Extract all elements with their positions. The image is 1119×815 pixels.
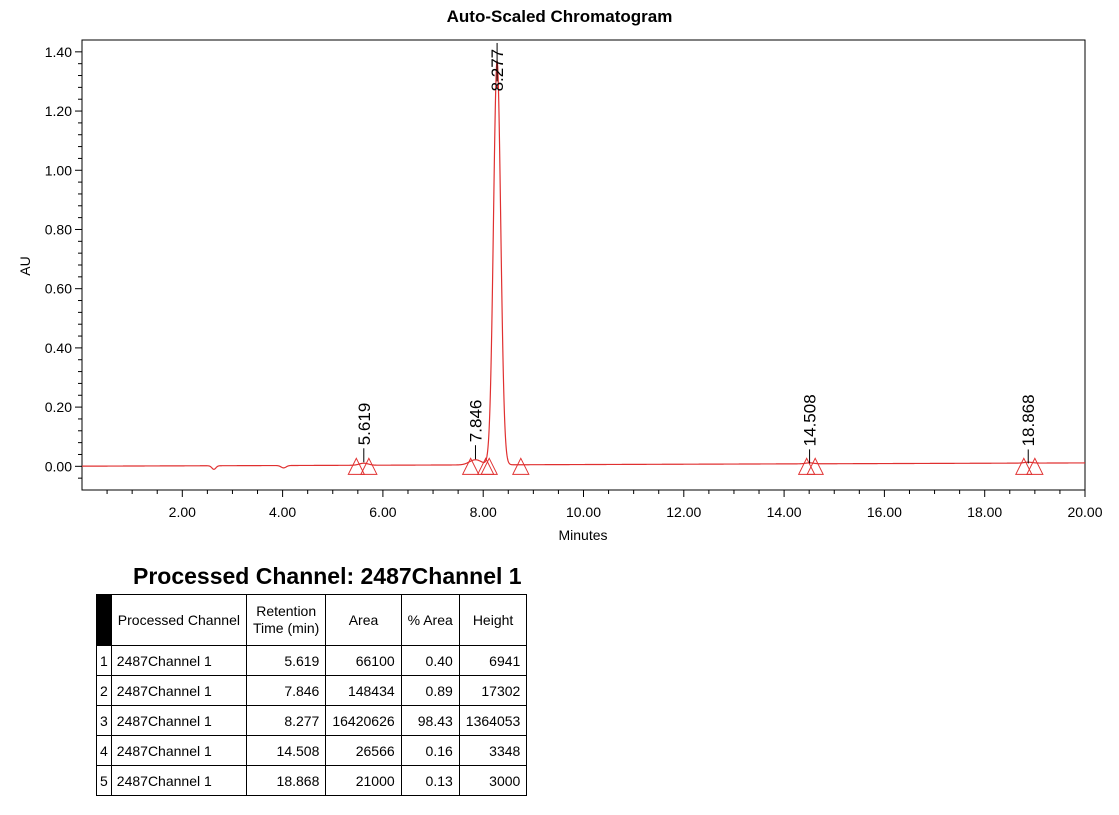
baseline-marker: [347, 457, 366, 475]
row-height: 17302: [458, 675, 528, 706]
table-header-row: Processed Channel Retention Time (min) A…: [96, 594, 528, 646]
y-tick-label: 0.40: [45, 340, 72, 356]
row-percent-area: 0.40: [400, 645, 460, 676]
row-percent-area: 0.89: [400, 675, 460, 706]
axes-layer: 2.00 4.00 6.00 8.00 10.00 12.00 14.00 16.00 18.0…: [45, 39, 1103, 520]
row-percent-area: 0.13: [400, 765, 460, 796]
table-row: 2 2487Channel 1 7.846 148434 0.89 17302: [96, 675, 528, 706]
row-area: 26566: [325, 735, 402, 766]
x-tick-label: 20.00: [1067, 504, 1102, 520]
table-row: 1 2487Channel 1 5.619 66100 0.40 6941: [96, 645, 528, 676]
row-index: 3: [96, 705, 112, 736]
x-tick-label: 12.00: [666, 504, 701, 520]
trace-layer: [82, 60, 1085, 470]
chart-title: Auto-Scaled Chromatogram: [446, 7, 673, 26]
y-tick-label: 1.20: [45, 103, 72, 119]
y-tick-label: 0.80: [45, 221, 72, 237]
row-height: 1364053: [458, 705, 528, 736]
table-title: Processed Channel: 2487Channel 1: [133, 563, 522, 589]
row-retention-time: 5.619: [245, 645, 327, 676]
y-tick-label: 0.00: [45, 458, 72, 474]
baseline-marker: [461, 457, 480, 475]
row-channel: 2487Channel 1: [110, 675, 247, 706]
row-height: 3000: [458, 765, 528, 796]
row-percent-area: 0.16: [400, 735, 460, 766]
baseline-marker: [480, 457, 499, 475]
chromatogram-trace: [82, 60, 1085, 470]
results-table: Processed Channel Retention Time (min) A…: [96, 594, 528, 796]
x-tick-label: 8.00: [470, 504, 497, 520]
x-tick-label: 14.00: [767, 504, 802, 520]
row-area: 66100: [325, 645, 402, 676]
row-index: 2: [96, 675, 112, 706]
baseline-marker: [360, 457, 378, 475]
y-tick-label: 0.20: [45, 399, 72, 415]
chromatogram-chart: 2.00 4.00 6.00 8.00 10.00 12.00 14.00 16.00 18.0…: [17, 39, 1103, 543]
x-tick-label: 16.00: [867, 504, 902, 520]
peak-label: 5.619: [355, 403, 374, 446]
table-row: 4 2487Channel 1 14.508 26566 0.16 3348: [96, 735, 528, 766]
header-height: Height: [458, 594, 528, 646]
header-retention-time: Retention Time (min): [245, 594, 327, 646]
baseline-marker: [797, 457, 816, 475]
baseline-marker: [1015, 457, 1033, 475]
baseline-marker: [512, 457, 530, 475]
y-tick-label: 0.60: [45, 281, 72, 297]
row-index: 5: [96, 765, 112, 796]
y-tick-label: 1.00: [45, 162, 72, 178]
row-index: 1: [96, 645, 112, 676]
row-channel: 2487Channel 1: [110, 645, 247, 676]
y-tick-label: 1.40: [45, 44, 72, 60]
table-corner-cell: [96, 594, 112, 646]
plot-frame: [81, 39, 1086, 491]
row-height: 3348: [458, 735, 528, 766]
peak-label: 7.846: [466, 400, 485, 443]
row-retention-time: 8.277: [245, 705, 327, 736]
row-channel: 2487Channel 1: [110, 705, 247, 736]
row-retention-time: 7.846: [245, 675, 327, 706]
row-channel: 2487Channel 1: [110, 765, 247, 796]
row-area: 16420626: [325, 705, 402, 736]
table-row: 5 2487Channel 1 18.868 21000 0.13 3000: [96, 765, 528, 796]
row-height: 6941: [458, 645, 528, 676]
header-area: Area: [325, 594, 402, 646]
header-percent-area: % Area: [400, 594, 460, 646]
row-channel: 2487Channel 1: [110, 735, 247, 766]
peak-label: 14.508: [801, 394, 820, 446]
row-retention-time: 18.868: [245, 765, 327, 796]
row-area: 21000: [325, 765, 402, 796]
x-tick-label: 6.00: [369, 504, 396, 520]
x-tick-label: 4.00: [269, 504, 296, 520]
baseline-marker: [806, 457, 825, 475]
row-retention-time: 14.508: [245, 735, 327, 766]
x-axis-label: Minutes: [558, 527, 607, 543]
row-area: 148434: [325, 675, 402, 706]
header-retention-line1: Retention: [256, 603, 317, 619]
row-percent-area: 98.43: [400, 705, 460, 736]
x-tick-label: 10.00: [566, 504, 601, 520]
y-axis-label: AU: [17, 256, 33, 275]
baseline-marker: [1026, 457, 1044, 475]
header-processed-channel: Processed Channel: [110, 594, 247, 646]
table-row: 3 2487Channel 1 8.277 16420626 98.43 136…: [96, 705, 528, 736]
header-retention-line2: Time (min): [252, 620, 320, 636]
marker-layer: [347, 457, 1044, 475]
row-index: 4: [96, 735, 112, 766]
x-tick-label: 18.00: [967, 504, 1002, 520]
x-tick-label: 2.00: [169, 504, 196, 520]
peak-label: 18.868: [1019, 394, 1038, 446]
